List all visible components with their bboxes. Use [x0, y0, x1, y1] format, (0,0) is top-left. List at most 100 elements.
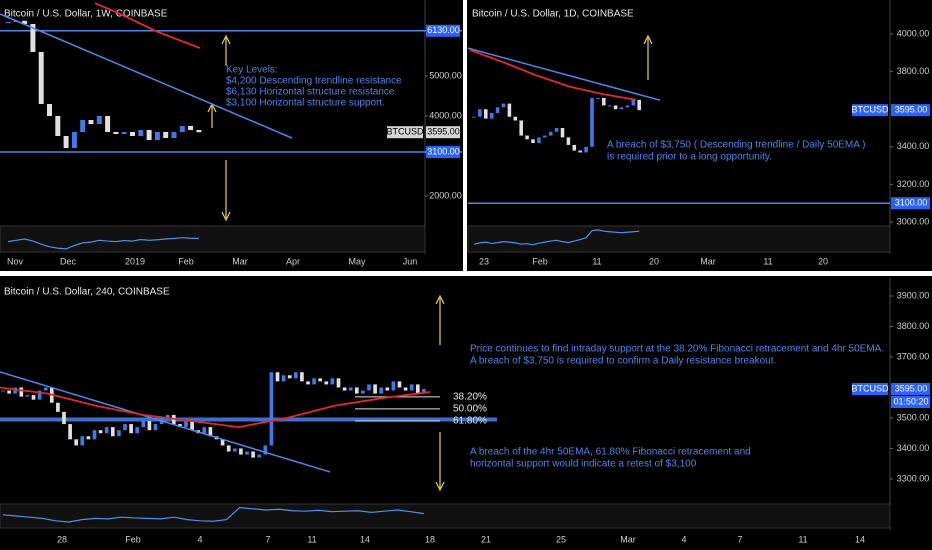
price-box	[426, 126, 460, 139]
candle	[96, 116, 102, 124]
candle	[548, 131, 553, 136]
candle	[19, 387, 24, 397]
osc-pane	[0, 225, 426, 253]
y-tick-label: 2000.00	[429, 190, 462, 200]
candle	[92, 430, 97, 440]
x-tick-label: May	[348, 256, 366, 266]
candle	[385, 387, 390, 391]
candle	[619, 107, 624, 110]
y-tick-label: 3900.00	[897, 290, 930, 300]
oscillator-line	[7, 237, 199, 250]
candle	[47, 104, 52, 116]
candle	[110, 427, 115, 437]
candle	[239, 448, 243, 455]
candle	[188, 126, 194, 130]
candle	[275, 372, 280, 382]
candle	[519, 120, 523, 136]
candle	[202, 427, 207, 434]
candle	[55, 116, 61, 136]
panel-title: Bitcoin / U.S. Dollar, 1D, COINBASE	[472, 9, 634, 20]
candle	[625, 105, 630, 108]
candle	[86, 436, 91, 440]
price-label: 3595.00	[895, 105, 928, 115]
y-tick-label: 3400.00	[897, 443, 930, 453]
candle	[318, 378, 323, 382]
candle	[584, 146, 588, 153]
candle	[409, 384, 414, 391]
trendline	[0, 13, 293, 139]
candle	[287, 375, 292, 379]
candle	[312, 378, 316, 385]
candle	[602, 97, 606, 106]
candle	[121, 132, 127, 134]
oscillator-line	[2, 506, 424, 523]
candle	[531, 139, 535, 144]
candle	[38, 52, 44, 104]
level-label: 3100.00	[427, 146, 460, 156]
x-tick-label: 11	[592, 256, 601, 266]
candle	[56, 402, 60, 412]
candle	[171, 132, 177, 138]
x-tick-label: 4	[681, 534, 686, 544]
price-box	[891, 383, 930, 395]
y-tick-label: 3300.00	[897, 473, 930, 483]
osc-pane	[467, 225, 891, 253]
x-tick-label: 11	[798, 534, 807, 544]
symbol-label: BTCUSD	[851, 105, 889, 115]
candle	[80, 436, 85, 446]
candle	[220, 439, 225, 446]
panel-title: Bitcoin / U.S. Dollar, 240, COINBASE	[4, 287, 170, 298]
candle	[613, 105, 618, 110]
candle	[63, 136, 69, 148]
candle	[30, 24, 36, 52]
x-tick-label: Mar	[232, 256, 248, 266]
candle	[146, 130, 152, 140]
annotation: is required prior to a long opportunity.	[607, 152, 772, 163]
candle	[257, 454, 262, 458]
candle	[306, 381, 310, 385]
candle	[300, 372, 304, 382]
x-tick-label: 21	[481, 534, 491, 544]
candle	[637, 99, 641, 111]
symbol-label: BTCUSD	[851, 383, 889, 393]
candle	[596, 97, 600, 99]
candle	[117, 430, 121, 437]
fib-label: 61.80%	[453, 416, 487, 427]
x-tick-label: 23	[479, 256, 489, 266]
candle	[293, 372, 298, 379]
candle	[484, 109, 488, 119]
y-tick-label: 3400.00	[897, 141, 930, 151]
level-label: 3100.00	[895, 198, 928, 208]
annotation: $6,130 Horizontal structure resistance	[226, 87, 395, 98]
candle	[507, 103, 512, 117]
candle	[153, 424, 158, 431]
level-label: 6130.00	[427, 25, 460, 35]
y-tick-label: 3800.00	[897, 66, 930, 76]
x-tick-label: 4	[197, 534, 202, 544]
candle	[342, 387, 347, 391]
candle	[163, 132, 169, 138]
candle	[513, 116, 518, 121]
level-box	[426, 24, 460, 37]
x-tick-label: 14	[360, 534, 370, 544]
trendline	[0, 371, 331, 473]
y-tick-label: 4000.00	[429, 110, 462, 120]
candle	[31, 395, 36, 400]
candle	[415, 384, 420, 394]
candle	[179, 126, 185, 132]
candle	[537, 137, 541, 144]
candle	[184, 421, 188, 428]
candle	[379, 387, 384, 394]
candle	[348, 387, 353, 391]
symbol-label: BTCUSD	[386, 127, 424, 137]
candle	[263, 445, 268, 455]
y-tick-label: 3800.00	[897, 321, 930, 331]
oscillator-line	[473, 229, 640, 246]
candle	[631, 99, 636, 106]
x-tick-label: Apr	[286, 256, 300, 266]
candle	[422, 389, 426, 394]
candle	[489, 112, 494, 119]
candle	[391, 381, 396, 391]
price-label: 3595.00	[427, 127, 460, 137]
